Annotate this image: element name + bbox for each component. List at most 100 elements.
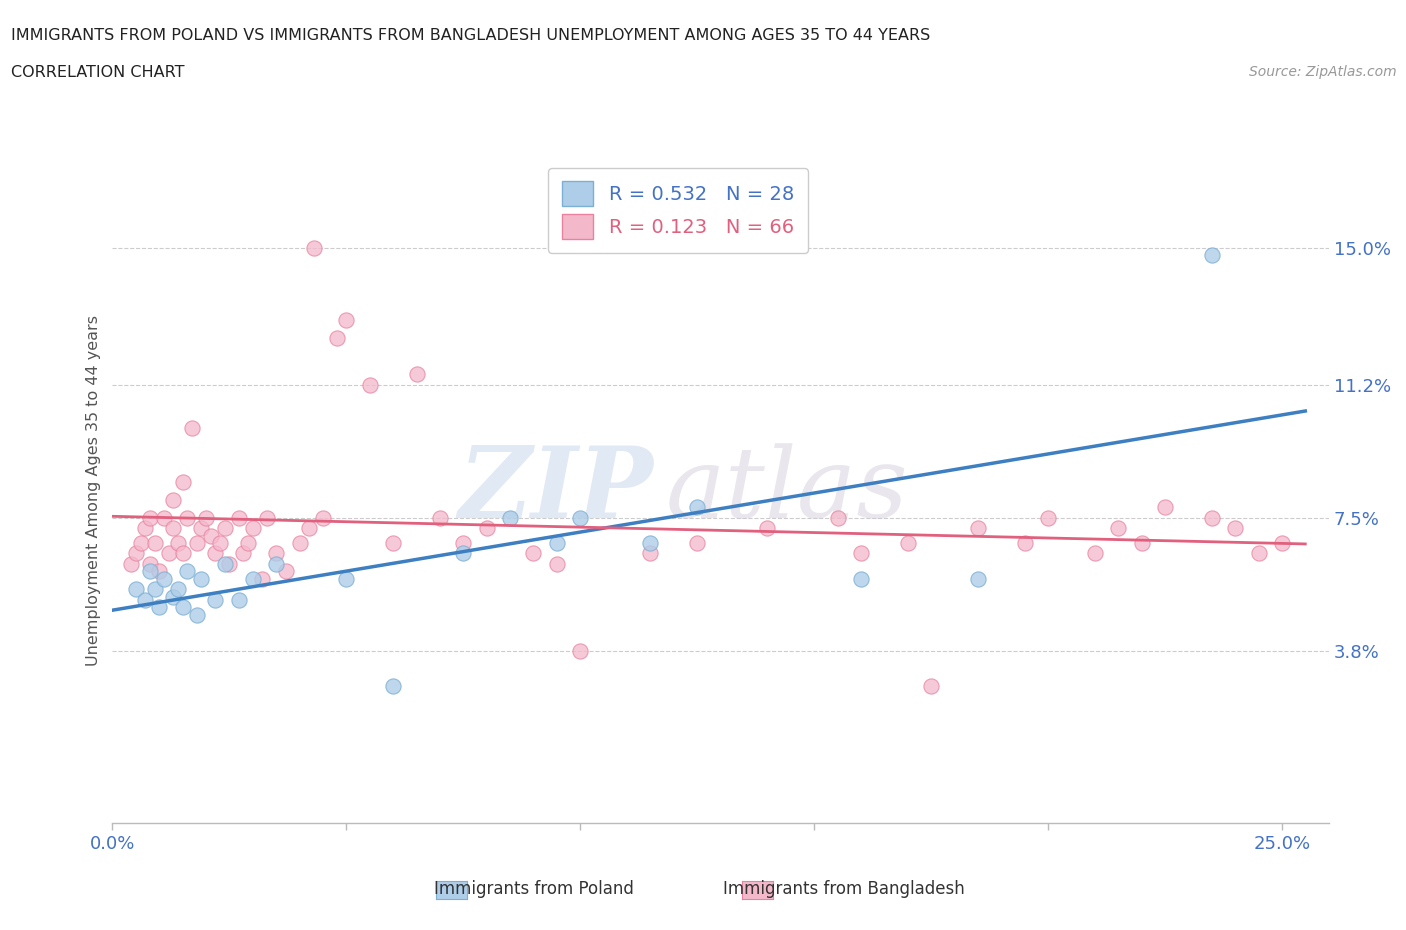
Point xyxy=(1107,521,1129,536)
Point xyxy=(453,546,475,561)
Text: atlas: atlas xyxy=(666,443,908,538)
Point xyxy=(640,546,662,561)
Point xyxy=(148,564,170,578)
Point xyxy=(143,536,166,551)
Point xyxy=(236,536,259,551)
Point xyxy=(162,492,184,507)
Point xyxy=(405,366,427,381)
Point xyxy=(756,521,779,536)
Point xyxy=(359,377,381,392)
Point xyxy=(125,546,148,561)
Point xyxy=(920,679,942,694)
Y-axis label: Unemployment Among Ages 35 to 44 years: Unemployment Among Ages 35 to 44 years xyxy=(86,315,101,666)
Point xyxy=(134,592,156,607)
Point xyxy=(167,582,190,597)
Point xyxy=(1201,247,1223,262)
Point xyxy=(1223,521,1246,536)
Point xyxy=(1084,546,1107,561)
Point xyxy=(966,571,988,586)
Text: Source: ZipAtlas.com: Source: ZipAtlas.com xyxy=(1249,65,1396,79)
Point xyxy=(382,679,405,694)
Text: CORRELATION CHART: CORRELATION CHART xyxy=(11,65,184,80)
Point xyxy=(228,510,250,525)
Point xyxy=(190,521,212,536)
Point xyxy=(335,312,357,327)
Point xyxy=(228,592,250,607)
Point xyxy=(250,571,273,586)
Point xyxy=(195,510,218,525)
Point xyxy=(849,571,872,586)
Text: Immigrants from Poland: Immigrants from Poland xyxy=(434,880,634,898)
Point xyxy=(176,564,198,578)
Point xyxy=(214,521,236,536)
Point xyxy=(120,557,142,572)
Point xyxy=(264,557,287,572)
Legend: R = 0.532   N = 28, R = 0.123   N = 66: R = 0.532 N = 28, R = 0.123 N = 66 xyxy=(548,167,807,253)
Point xyxy=(186,607,208,622)
Point xyxy=(686,499,709,514)
Point xyxy=(148,600,170,615)
Point xyxy=(288,536,311,551)
Point xyxy=(190,571,212,586)
Point xyxy=(522,546,544,561)
Point xyxy=(139,557,162,572)
Point xyxy=(200,528,222,543)
Point xyxy=(453,536,475,551)
Point xyxy=(143,582,166,597)
Text: IMMIGRANTS FROM POLAND VS IMMIGRANTS FROM BANGLADESH UNEMPLOYMENT AMONG AGES 35 : IMMIGRANTS FROM POLAND VS IMMIGRANTS FRO… xyxy=(11,28,931,43)
Point xyxy=(218,557,240,572)
Point xyxy=(1247,546,1270,561)
Point xyxy=(1036,510,1059,525)
Point xyxy=(139,564,162,578)
Point xyxy=(1014,536,1036,551)
Point xyxy=(139,510,162,525)
Point xyxy=(204,592,226,607)
Text: ZIP: ZIP xyxy=(458,443,654,538)
Point xyxy=(475,521,498,536)
Point xyxy=(966,521,988,536)
Point xyxy=(242,521,264,536)
Point xyxy=(181,420,204,435)
Point xyxy=(686,536,709,551)
Point xyxy=(429,510,451,525)
Point xyxy=(569,643,592,658)
Point xyxy=(335,571,357,586)
Point xyxy=(302,241,325,256)
Point xyxy=(546,557,568,572)
Point xyxy=(172,600,194,615)
Point xyxy=(827,510,849,525)
Point xyxy=(1130,536,1153,551)
Point xyxy=(172,474,194,489)
Point xyxy=(214,557,236,572)
Point xyxy=(326,330,349,345)
Text: Immigrants from Bangladesh: Immigrants from Bangladesh xyxy=(723,880,965,898)
Point xyxy=(134,521,156,536)
Point xyxy=(129,536,152,551)
Point xyxy=(499,510,522,525)
Point xyxy=(186,536,208,551)
Point xyxy=(256,510,278,525)
Point xyxy=(157,546,180,561)
Point xyxy=(1154,499,1177,514)
Point xyxy=(167,536,190,551)
Point xyxy=(546,536,568,551)
Point xyxy=(640,536,662,551)
Point xyxy=(897,536,920,551)
Point xyxy=(162,590,184,604)
Point xyxy=(569,510,592,525)
Point xyxy=(264,546,287,561)
Point xyxy=(209,536,232,551)
Point xyxy=(312,510,335,525)
Point xyxy=(298,521,321,536)
Point xyxy=(274,564,297,578)
Point xyxy=(1271,536,1294,551)
Point xyxy=(242,571,264,586)
Point xyxy=(176,510,198,525)
Point xyxy=(172,546,194,561)
Point xyxy=(1201,510,1223,525)
Point xyxy=(153,510,176,525)
Point xyxy=(849,546,872,561)
Point xyxy=(382,536,405,551)
Point xyxy=(153,571,176,586)
Point xyxy=(204,546,226,561)
